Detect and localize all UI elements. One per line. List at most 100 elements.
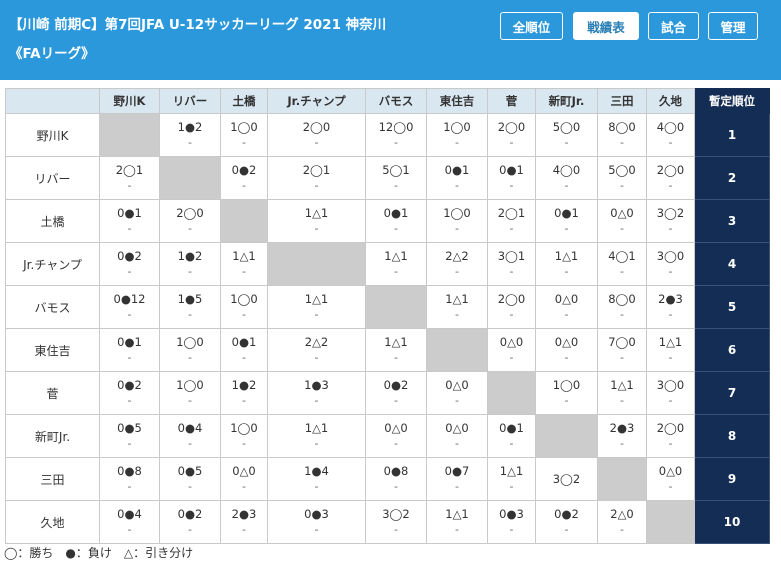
match-result-cell[interactable]: 0●8 - [365,457,427,501]
matches-button[interactable]: 試合 [648,12,699,40]
match-result-cell[interactable]: 0●3 - [267,500,366,544]
match-result-cell[interactable]: 0△0 - [597,199,647,243]
match-result-cell[interactable]: 3◯2 - [365,500,427,544]
match-result-cell[interactable]: 3◯2 [535,457,598,501]
match-result-cell[interactable]: 1●4 - [267,457,366,501]
match-result-cell[interactable]: 2●3 - [597,414,647,458]
all-rankings-button[interactable]: 全順位 [500,12,563,40]
match-result-cell[interactable]: 1●2 - [220,371,268,415]
match-result-cell[interactable]: 1●3 - [267,371,366,415]
match-result-cell[interactable]: 1◯0 - [535,371,598,415]
match-result-cell[interactable]: 2◯0 - [646,156,695,200]
match-result-cell[interactable]: 0●1 - [487,156,536,200]
match-result-cell[interactable]: 2◯0 - [487,113,536,157]
match-result-cell[interactable]: 2◯1 - [99,156,160,200]
match-result-cell[interactable]: 1△1 - [365,242,427,286]
match-result-cell[interactable]: 0●3 - [487,500,536,544]
match-result-cell[interactable]: 0●2 - [99,371,160,415]
match-result-cell[interactable]: 1△1 - [426,285,488,329]
match-result-cell[interactable]: 1△1 - [365,328,427,372]
match-result-cell[interactable]: 2◯0 - [487,285,536,329]
match-result-cell[interactable]: 1◯0 - [159,328,221,372]
match-result-cell[interactable]: 8◯0 - [597,285,647,329]
match-result-cell[interactable]: 0●2 - [220,156,268,200]
match-result-cell[interactable]: 0△0 - [426,414,488,458]
column-header-team: 三田 [597,88,647,114]
match-result-cell[interactable]: 2△0 - [597,500,647,544]
match-result-cell[interactable]: 1△1 - [220,242,268,286]
match-result-cell[interactable]: 0●5 - [99,414,160,458]
match-result-cell[interactable]: 0●2 - [99,242,160,286]
match-result-cell[interactable]: 4◯0 - [646,113,695,157]
match-result-cell[interactable]: 2●3 - [220,500,268,544]
match-result-cell[interactable]: 0●1 - [487,414,536,458]
match-result-cell[interactable]: 0△0 - [535,285,598,329]
match-result-cell[interactable]: 1△1 - [487,457,536,501]
match-result-cell[interactable]: 3◯2 - [646,199,695,243]
match-result-cell[interactable]: 1△1 - [535,242,598,286]
match-result-cell[interactable]: 3◯1 - [487,242,536,286]
match-result-cell[interactable]: 8◯0 - [597,113,647,157]
match-result-cell[interactable]: 4◯0 - [535,156,598,200]
match-result-cell[interactable]: 1◯0 - [159,371,221,415]
match-result-cell[interactable]: 5◯0 - [597,156,647,200]
match-result-cell[interactable]: 3◯0 - [646,242,695,286]
match-result-cell[interactable]: 0△0 - [646,457,695,501]
match-result-cell[interactable]: 1◯0 - [220,285,268,329]
match-result-cell[interactable]: 0●4 - [159,414,221,458]
admin-button[interactable]: 管理 [708,12,758,40]
match-result-cell[interactable]: 1◯0 - [426,199,488,243]
match-result-cell[interactable]: 1◯0 - [220,113,268,157]
match-result-cell[interactable]: 1◯0 - [426,113,488,157]
match-result-cell[interactable]: 2◯0 - [267,113,366,157]
match-score: 0△0 [554,335,579,349]
match-result-cell[interactable]: 1●2 - [159,242,221,286]
match-result-cell[interactable]: 5◯1 - [365,156,427,200]
results-table-button[interactable]: 戦績表 [573,12,639,40]
match-result-cell[interactable]: 0●1 - [426,156,488,200]
match-result-cell[interactable]: 0●2 - [159,500,221,544]
match-result-cell[interactable]: 1△1 - [597,371,647,415]
match-result-cell[interactable]: 3◯0 - [646,371,695,415]
match-result-cell[interactable]: 0△0 - [426,371,488,415]
match-result-cell[interactable]: 0●1 - [365,199,427,243]
match-result-cell[interactable]: 0●2 - [535,500,598,544]
match-result-cell[interactable]: 5◯0 - [535,113,598,157]
match-result-cell[interactable]: 0●1 - [220,328,268,372]
match-result-cell[interactable]: 12◯0 - [365,113,427,157]
match-subnote: - [668,136,673,149]
match-result-cell[interactable]: 2●3 - [646,285,695,329]
match-result-cell[interactable]: 0●7 - [426,457,488,501]
match-result-cell[interactable]: 0△0 - [220,457,268,501]
match-result-cell[interactable]: 1●5 - [159,285,221,329]
match-result-cell[interactable]: 0●4 - [99,500,160,544]
match-result-cell[interactable]: 2△2 - [426,242,488,286]
match-result-cell[interactable]: 2△2 - [267,328,366,372]
match-result-cell[interactable]: 0△0 - [535,328,598,372]
match-subnote: - [668,351,673,364]
match-result-cell[interactable]: 4◯1 - [597,242,647,286]
match-result-cell[interactable]: 0△0 - [365,414,427,458]
match-result-cell[interactable]: 1△1 - [267,285,366,329]
match-result-cell[interactable]: 0●2 - [365,371,427,415]
match-subnote: - [127,222,132,235]
match-result-cell[interactable]: 1◯0 - [220,414,268,458]
match-result-cell[interactable]: 0●1 - [99,199,160,243]
match-result-cell[interactable]: 0●1 - [99,328,160,372]
match-result-cell[interactable]: 2◯0 - [159,199,221,243]
match-score: 0△0 [658,464,683,478]
match-result-cell[interactable]: 0△0 - [487,328,536,372]
match-result-cell[interactable]: 0●1 - [535,199,598,243]
match-result-cell[interactable]: 7◯0 - [597,328,647,372]
match-result-cell[interactable]: 1△1 - [426,500,488,544]
match-result-cell[interactable]: 1△1 - [646,328,695,372]
match-result-cell[interactable]: 0●8 - [99,457,160,501]
match-result-cell[interactable]: 0●12 - [99,285,160,329]
match-result-cell[interactable]: 2◯1 - [487,199,536,243]
match-result-cell[interactable]: 2◯1 - [267,156,366,200]
match-result-cell[interactable]: 1●2 - [159,113,221,157]
match-result-cell[interactable]: 1△1 - [267,414,366,458]
match-result-cell[interactable]: 1△1 - [267,199,366,243]
match-result-cell[interactable]: 0●5 - [159,457,221,501]
match-result-cell[interactable]: 2◯0 - [646,414,695,458]
